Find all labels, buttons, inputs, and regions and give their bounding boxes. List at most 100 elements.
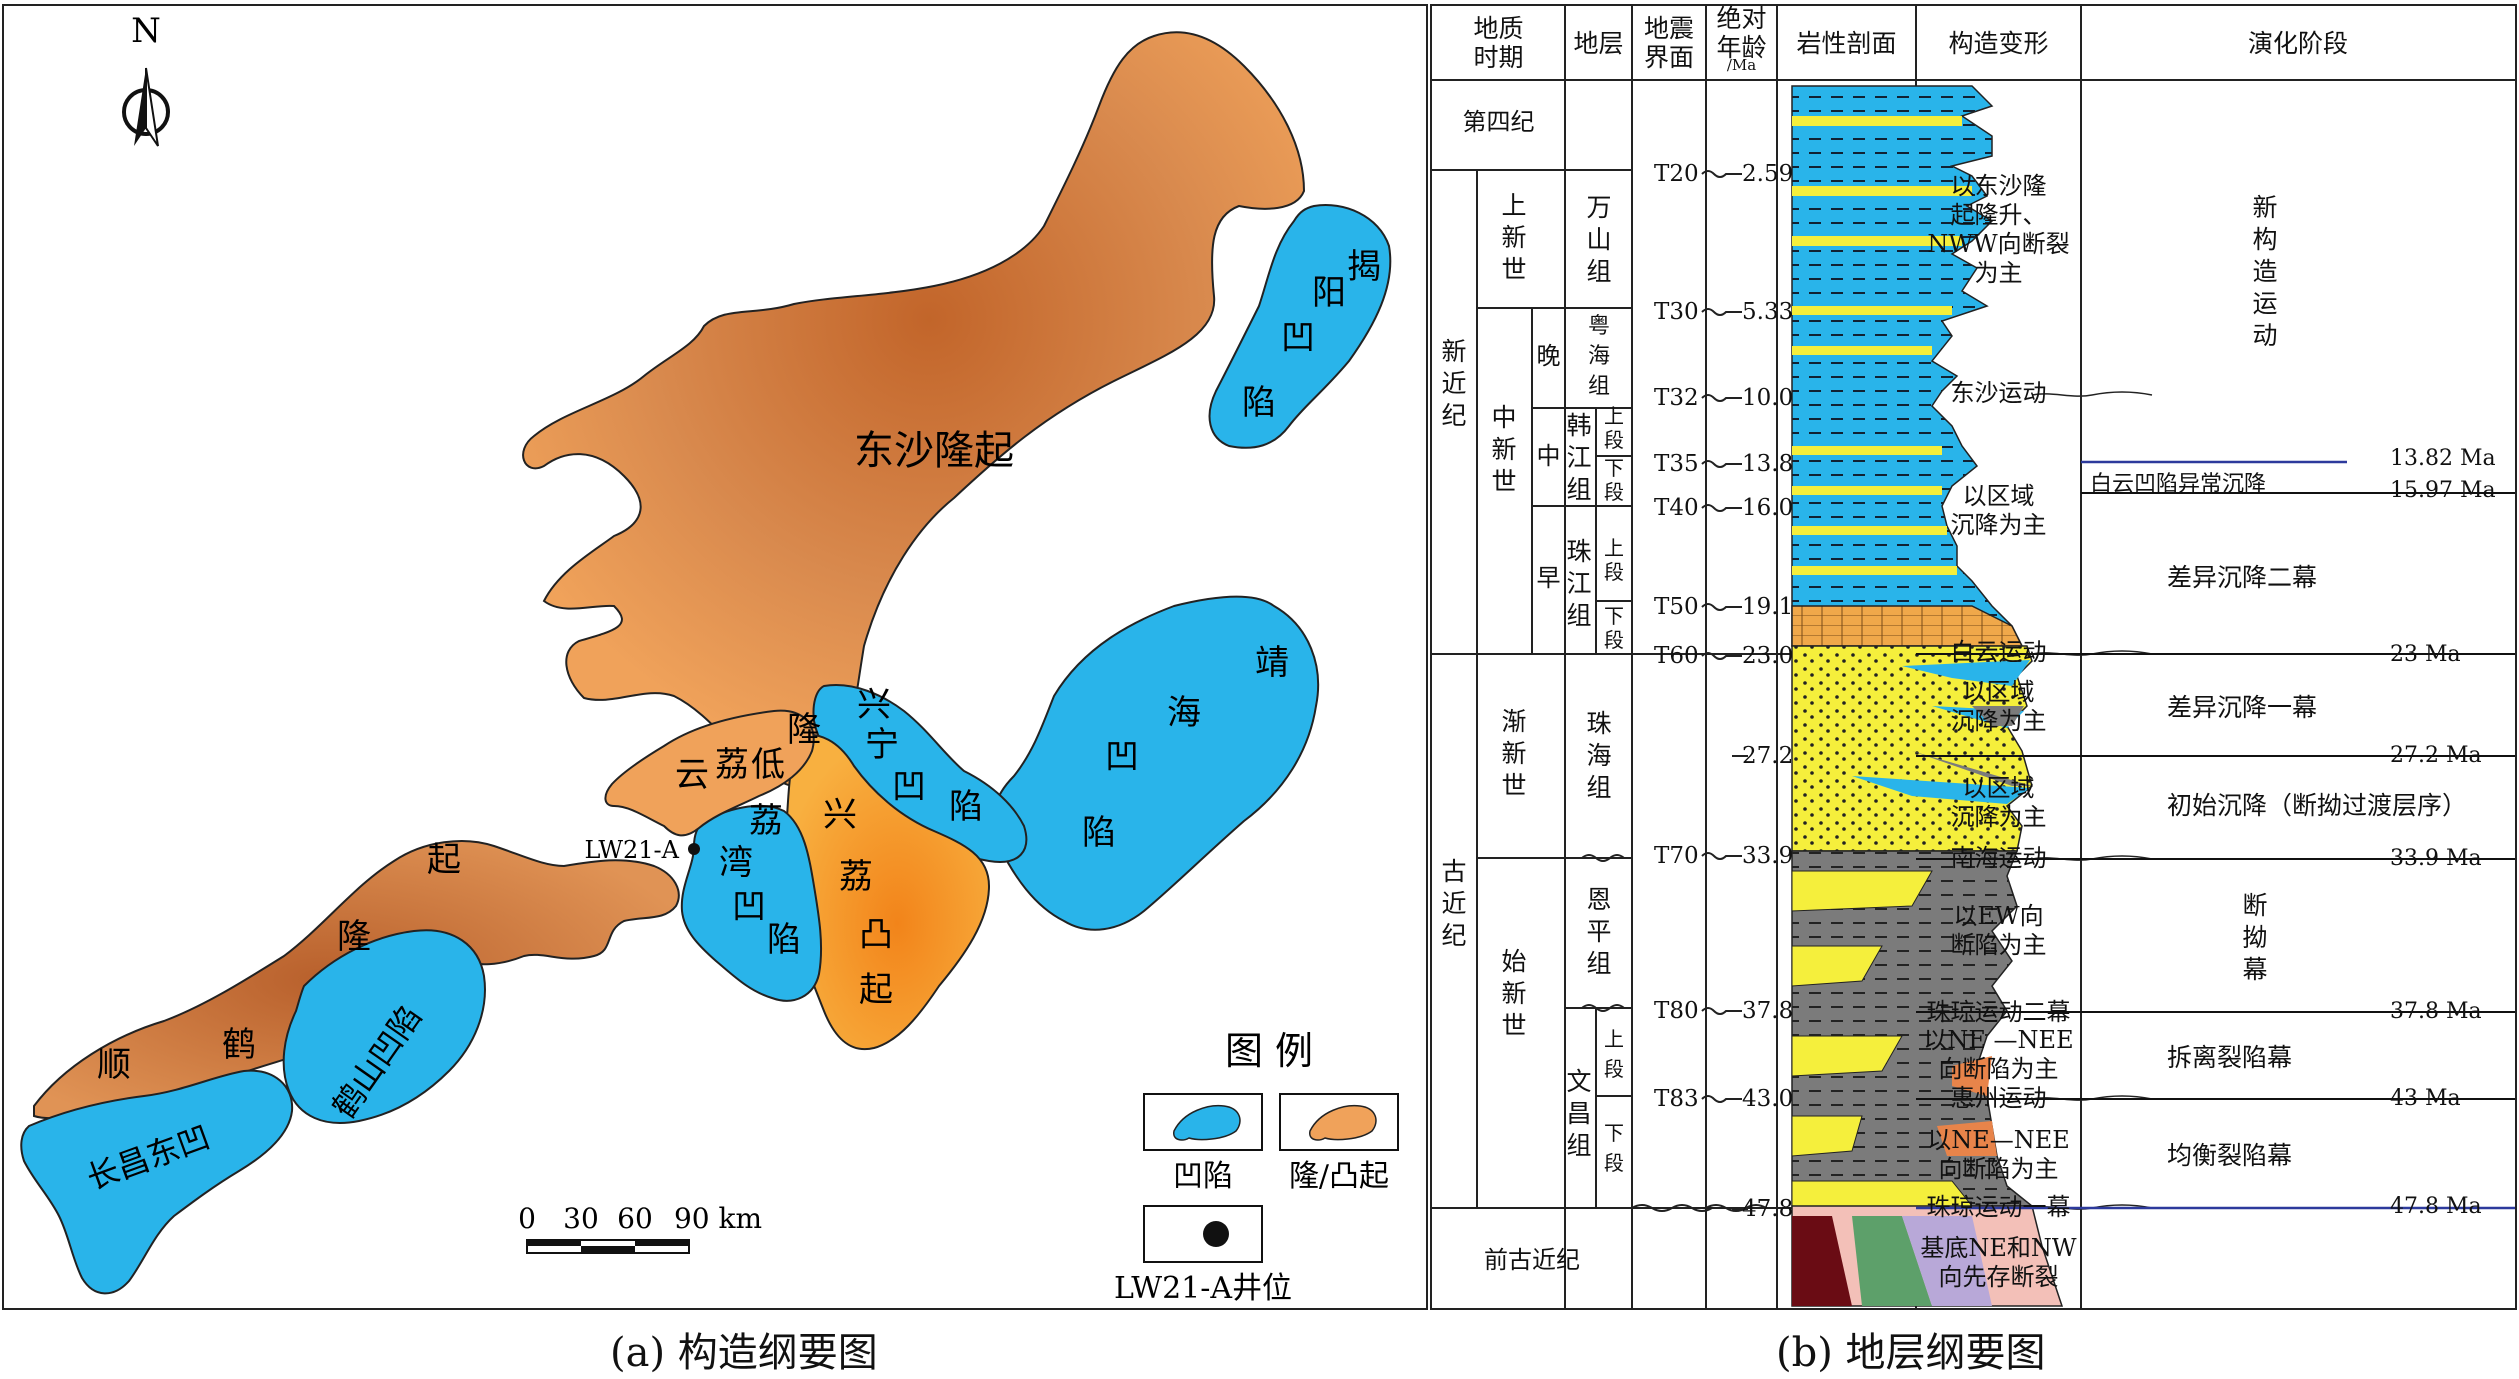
member-zhujiang-lower: 下段 <box>1604 604 1624 652</box>
xingning-char-3: 凹 <box>892 767 926 807</box>
seismic-t35: T35 <box>1654 451 1699 477</box>
seismic-t50: T50 <box>1654 594 1699 620</box>
xingli-char-1: 兴 <box>823 795 857 835</box>
legend-uplift-label: 隆/凸起 <box>1289 1159 1389 1194</box>
tectonic-regional-subsidence-2: 以区域 沉降为主 <box>1950 678 2047 735</box>
yunli-char-4: 隆 <box>787 710 821 750</box>
xingli-char-4: 起 <box>859 970 893 1010</box>
shunhe-char-4: 起 <box>427 840 461 880</box>
legend-well-icon <box>1203 1221 1229 1247</box>
epoch-pliocene: 上新世 <box>1501 191 1527 284</box>
age-23-0: 23.0 <box>1742 643 1794 669</box>
header-lithology: 岩性剖面 <box>1796 28 1897 58</box>
stratigraphic-column-panel: 地质 时期 地层 地震 界面 绝对 年龄 /Ma 岩性剖面 构造变形 演化阶段 … <box>1430 4 2517 1310</box>
xingli-char-3: 凸 <box>859 915 893 955</box>
scale-tick-90: 90 km <box>674 1202 762 1235</box>
formation-zhuhai: 珠海组 <box>1586 709 1612 802</box>
mark-43-ma: 43 Ma <box>2390 1086 2461 1111</box>
member-hanjiang-upper: 上段 <box>1604 404 1624 452</box>
stage-detachment: 拆离裂陷幕 <box>2167 1043 2293 1072</box>
tectonic-regional-subsidence-3: 以区域 沉降为主 <box>1950 774 2047 831</box>
liwan-char-2: 湾 <box>719 843 753 883</box>
shunhe-char-2: 鹤 <box>222 1025 256 1065</box>
formation-wenchang: 文昌组 <box>1566 1067 1592 1160</box>
tectonic-regional-subsidence-1: 以区域 沉降为主 <box>1950 482 2047 539</box>
yunli-low-uplift-area <box>604 709 815 837</box>
age-13-8: 13.8 <box>1742 451 1794 477</box>
tectonic-ew-rifting: 以EW向 断陷为主 <box>1950 902 2047 959</box>
age-5-33: 5.33 <box>1742 299 1794 325</box>
seismic-t20: T20 <box>1654 161 1699 187</box>
age-27-2: 27.2 <box>1742 743 1794 769</box>
dongsha-uplift-area <box>522 31 1306 790</box>
yunli-char-2: 荔 <box>715 745 749 785</box>
age-47-8: 47.8 <box>1742 1196 1794 1222</box>
header-age-unit: /Ma <box>1726 56 1757 74</box>
shunhe-char-1: 顺 <box>97 1045 131 1085</box>
yunli-char-1: 云 <box>675 755 709 795</box>
tectonic-ne-rifting-1: 以NE —NEE 向断陷为主 <box>1923 1026 2074 1083</box>
period-pre-paleogene: 前古近纪 <box>1484 1246 1580 1274</box>
period-neogene: 新近纪 <box>1441 337 1467 430</box>
liwan-depression-area <box>680 804 823 1002</box>
epoch-oligocene: 渐新世 <box>1501 707 1527 800</box>
mark-13-82-ma: 13.82 Ma <box>2390 446 2496 471</box>
structure-map-panel: N 东沙隆起 揭 阳 凹 陷 <box>2 4 1428 1310</box>
formation-hanjiang: 韩江组 <box>1566 411 1592 504</box>
scale-tick-0: 0 <box>518 1202 536 1235</box>
tectonic-nanhai-movement: 南海运动 <box>1950 844 2047 872</box>
lithology-column <box>1791 85 2064 1307</box>
tectonic-baiyun-movement: 白云运动 <box>1950 638 2047 666</box>
age-37-8: 37.8 <box>1742 998 1794 1024</box>
stage-baiyun-anomalous: 白云凹陷异常沉降 <box>2090 472 2267 497</box>
age-43-0: 43.0 <box>1742 1086 1794 1112</box>
legend-uplift-icon <box>1309 1104 1377 1141</box>
epoch-eocene: 始新世 <box>1501 947 1527 1040</box>
seismic-t60: T60 <box>1654 643 1699 669</box>
tectonic-ne-rifting-2: 以NE—NEE 向断陷为主 <box>1927 1126 2070 1183</box>
legend-well-label: LW21-A井位 <box>1114 1271 1292 1306</box>
member-hanjiang-lower: 下段 <box>1604 456 1624 504</box>
member-wenchang-lower: 下段 <box>1604 1121 1624 1175</box>
period-paleogene: 古近纪 <box>1441 857 1467 950</box>
seismic-t30: T30 <box>1654 299 1699 325</box>
stage-neotectonic: 新构造运动 <box>2252 193 2278 350</box>
age-19-1: 19.1 <box>1742 594 1794 620</box>
epoch-miocene: 中新世 <box>1491 403 1517 496</box>
strat-grid <box>1432 6 2515 1308</box>
subepoch-middle: 中 <box>1536 442 1561 470</box>
north-label: N <box>131 11 161 51</box>
well-label: LW21-A <box>585 836 680 864</box>
north-arrow-icon <box>122 67 170 147</box>
formation-wanshan: 万山组 <box>1586 193 1612 286</box>
jieyang-char-2: 阳 <box>1312 273 1346 313</box>
changchang-depression-area <box>20 1069 294 1295</box>
liwan-char-4: 陷 <box>767 920 801 960</box>
yunli-char-3: 低 <box>751 745 785 785</box>
jinghai-char-3: 凹 <box>1105 737 1139 777</box>
jieyang-char-1: 揭 <box>1347 247 1381 287</box>
jinghai-char-4: 陷 <box>1082 813 1116 853</box>
formation-enping: 恩平组 <box>1586 885 1612 978</box>
seismic-t80: T80 <box>1654 998 1699 1024</box>
seismic-t32: T32 <box>1654 385 1699 411</box>
caption-strat: (b) 地层纲要图 <box>1776 1330 2046 1376</box>
xingning-char-2: 宁 <box>865 725 899 765</box>
header-tectonic: 构造变形 <box>1948 28 2049 58</box>
subepoch-early: 早 <box>1536 564 1561 592</box>
structure-map: N 东沙隆起 揭 阳 凹 陷 <box>20 11 1399 1306</box>
mark-23-ma: 23 Ma <box>2390 642 2461 667</box>
scale-tick-60: 60 <box>617 1202 653 1235</box>
stage-initial-subsidence: 初始沉降（断拗过渡层序） <box>2167 791 2468 820</box>
tectonic-dongsha-movement: 东沙运动 <box>1950 379 2047 407</box>
age-33-9: 33.9 <box>1742 843 1794 869</box>
xingning-char-4: 陷 <box>949 787 983 827</box>
header-stage: 演化阶段 <box>2247 28 2348 58</box>
jieyang-depression-area <box>1208 204 1392 449</box>
mark-27-2-ma: 27.2 Ma <box>2390 743 2482 768</box>
stage-differential-1: 差异沉降一幕 <box>2167 693 2318 722</box>
scale-bar <box>526 1239 690 1254</box>
caption-map: (a) 构造纲要图 <box>610 1330 878 1376</box>
age-16-0: 16.0 <box>1742 495 1794 521</box>
header-age: 绝对 年龄 <box>1716 4 1767 62</box>
